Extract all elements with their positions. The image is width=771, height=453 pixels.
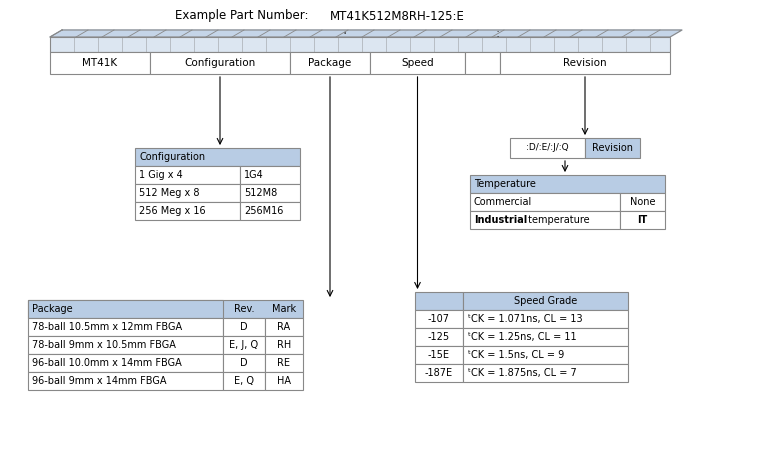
Bar: [223, 372, 265, 390]
Bar: [265, 372, 303, 390]
Text: None: None: [630, 197, 655, 207]
Bar: [150, 52, 290, 74]
Text: 96-ball 10.0mm x 14mm FBGA: 96-ball 10.0mm x 14mm FBGA: [32, 358, 182, 368]
Bar: [50, 37, 670, 52]
Text: 96-ball 9mm x 14mm FBGA: 96-ball 9mm x 14mm FBGA: [32, 376, 167, 386]
Text: Rev.: Rev.: [234, 304, 254, 314]
Bar: [463, 310, 628, 328]
Text: ᵗCK = 1.25ns, CL = 11: ᵗCK = 1.25ns, CL = 11: [468, 332, 577, 342]
Bar: [135, 166, 240, 184]
Text: Commercial: Commercial: [474, 197, 532, 207]
Text: MT41K512M8RH-125:E: MT41K512M8RH-125:E: [330, 10, 465, 23]
Text: 256 Meg x 16: 256 Meg x 16: [139, 206, 206, 216]
Text: 78-ball 10.5mm x 12mm FBGA: 78-ball 10.5mm x 12mm FBGA: [32, 322, 182, 332]
Bar: [223, 318, 265, 336]
Bar: [470, 211, 620, 229]
Text: :D/:E/:J/:Q: :D/:E/:J/:Q: [526, 144, 569, 153]
Bar: [415, 328, 463, 346]
Text: D: D: [241, 322, 247, 332]
Bar: [223, 336, 265, 354]
Text: Example Part Number:: Example Part Number:: [175, 10, 308, 23]
Bar: [470, 193, 620, 211]
Text: E, J, Q: E, J, Q: [230, 340, 258, 350]
Bar: [135, 202, 240, 220]
Bar: [28, 372, 223, 390]
Text: :: :: [496, 27, 500, 40]
Bar: [510, 138, 585, 158]
Bar: [620, 211, 665, 229]
Text: MT41K: MT41K: [82, 58, 117, 68]
Bar: [240, 202, 300, 220]
Bar: [240, 184, 300, 202]
Bar: [28, 336, 223, 354]
Text: RA: RA: [278, 322, 291, 332]
Bar: [415, 346, 463, 364]
Bar: [415, 310, 463, 328]
Text: -125: -125: [428, 332, 450, 342]
Text: Temperature: Temperature: [474, 179, 536, 189]
Bar: [463, 364, 628, 382]
Bar: [135, 148, 300, 166]
Text: Speed Grade: Speed Grade: [514, 296, 577, 306]
Bar: [265, 354, 303, 372]
Text: Revision: Revision: [592, 143, 633, 153]
Bar: [415, 364, 463, 382]
Bar: [240, 166, 300, 184]
Text: IT: IT: [638, 215, 648, 225]
Text: Speed: Speed: [401, 58, 434, 68]
Text: temperature: temperature: [525, 215, 590, 225]
Bar: [463, 346, 628, 364]
Text: 1 Gig x 4: 1 Gig x 4: [139, 170, 183, 180]
Text: Revision: Revision: [563, 58, 607, 68]
Bar: [463, 292, 628, 310]
Text: -15E: -15E: [428, 350, 450, 360]
Bar: [470, 175, 665, 193]
Text: 78-ball 9mm x 10.5mm FBGA: 78-ball 9mm x 10.5mm FBGA: [32, 340, 176, 350]
Bar: [620, 193, 665, 211]
Bar: [500, 52, 670, 74]
Bar: [585, 138, 640, 158]
Text: ᵗCK = 1.071ns, CL = 13: ᵗCK = 1.071ns, CL = 13: [468, 314, 583, 324]
Text: RH: RH: [277, 340, 291, 350]
Text: ᵗCK = 1.5ns, CL = 9: ᵗCK = 1.5ns, CL = 9: [468, 350, 564, 360]
Bar: [265, 318, 303, 336]
Text: Mark: Mark: [272, 304, 296, 314]
Bar: [370, 52, 465, 74]
Bar: [290, 52, 370, 74]
Text: RE: RE: [278, 358, 291, 368]
Text: -107: -107: [428, 314, 450, 324]
Bar: [50, 52, 150, 74]
Text: Configuration: Configuration: [184, 58, 256, 68]
Bar: [135, 184, 240, 202]
Text: Package: Package: [308, 58, 352, 68]
Text: 512M8: 512M8: [244, 188, 278, 198]
Text: E, Q: E, Q: [234, 376, 254, 386]
Bar: [28, 300, 303, 318]
Text: 512 Meg x 8: 512 Meg x 8: [139, 188, 200, 198]
Text: Industrial: Industrial: [474, 215, 527, 225]
Bar: [28, 354, 223, 372]
Bar: [28, 300, 223, 318]
Text: Package: Package: [32, 304, 72, 314]
Text: HA: HA: [277, 376, 291, 386]
Text: Configuration: Configuration: [139, 152, 205, 162]
Text: -187E: -187E: [425, 368, 453, 378]
Text: ·: ·: [343, 26, 347, 40]
Bar: [223, 354, 265, 372]
Bar: [28, 318, 223, 336]
Text: ᵗCK = 1.875ns, CL = 7: ᵗCK = 1.875ns, CL = 7: [468, 368, 577, 378]
Bar: [415, 292, 463, 310]
Bar: [463, 328, 628, 346]
Text: D: D: [241, 358, 247, 368]
Text: 1G4: 1G4: [244, 170, 264, 180]
Text: 256M16: 256M16: [244, 206, 284, 216]
Bar: [465, 52, 500, 74]
Bar: [265, 336, 303, 354]
Polygon shape: [50, 30, 682, 37]
